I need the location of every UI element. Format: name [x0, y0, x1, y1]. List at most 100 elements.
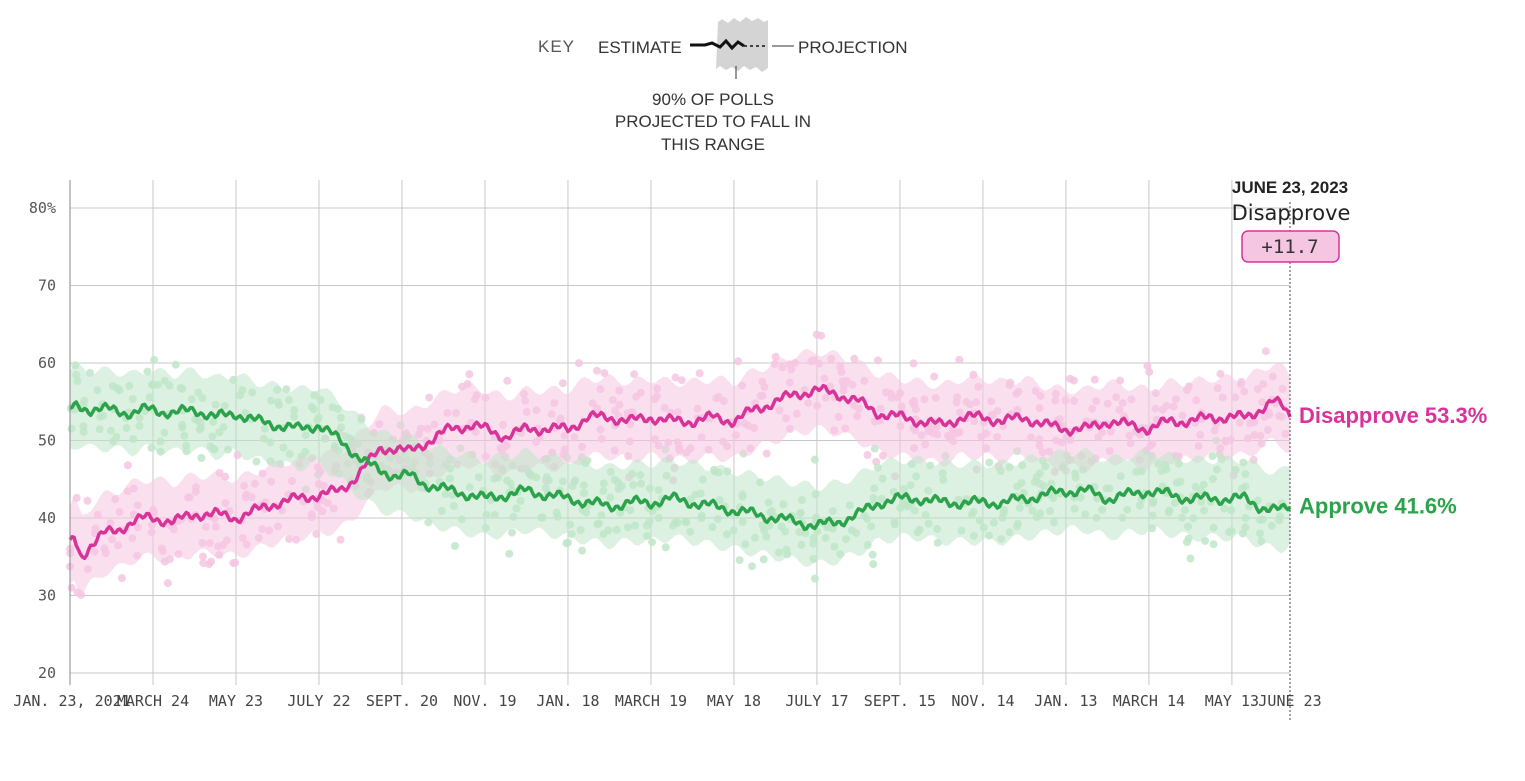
y-tick-label: 40 [38, 509, 56, 527]
approve-poll-dot [1186, 554, 1195, 563]
x-tick-label: MARCH 19 [615, 692, 687, 710]
approve-poll-dot [985, 458, 994, 467]
disapprove-poll-dot [695, 369, 704, 378]
approve-estimate-line [69, 400, 1292, 532]
y-tick-label: 30 [38, 587, 56, 605]
x-tick-label: JAN. 18 [536, 692, 599, 710]
disapprove-poll-dot [762, 449, 771, 458]
disapprove-poll-dot [593, 366, 601, 375]
disapprove-end-label: Disapprove 53.3% [1299, 403, 1487, 428]
approve-poll-dot [748, 562, 756, 571]
disapprove-poll-dot [199, 559, 208, 568]
approve-poll-dot [1209, 540, 1218, 549]
x-tick-label: SEPT. 15 [864, 692, 936, 710]
key-title: KEY [538, 37, 575, 56]
disapprove-poll-dot [558, 379, 567, 388]
disapprove-poll-dot [955, 355, 964, 364]
x-tick-label: MARCH 14 [1113, 692, 1185, 710]
x-tick-label: JULY 22 [287, 692, 350, 710]
hover-leader: Disapprove [1232, 201, 1351, 225]
approve-poll-dot [868, 550, 877, 559]
disapprove-poll-dot [574, 359, 583, 368]
approve-poll-dot [197, 454, 206, 462]
approve-poll-dot [661, 543, 670, 552]
hover-date: JUNE 23, 2023 [1232, 178, 1348, 197]
disapprove-poll-dot [336, 535, 345, 544]
disapprove-poll-dot [874, 356, 882, 365]
x-tick-label: NOV. 14 [951, 692, 1014, 710]
disapprove-poll-dot [734, 357, 743, 366]
approve-poll-dot [252, 457, 261, 466]
hover-margin: +11.7 [1261, 236, 1318, 258]
disapprove-poll-dot [1066, 374, 1075, 383]
approve-poll-dot [505, 549, 514, 558]
disapprove-poll-dot [600, 369, 609, 378]
approve-poll-dot [1208, 452, 1217, 460]
y-tick-label: 20 [38, 664, 56, 682]
y-tick-label: 80% [29, 199, 56, 217]
disapprove-poll-dot [863, 451, 872, 459]
x-tick-label: MARCH 24 [117, 692, 189, 710]
approve-poll-dot [562, 539, 571, 548]
approve-poll-dot [171, 360, 180, 369]
y-tick-label: 60 [38, 354, 56, 372]
disapprove-poll-dot [930, 372, 939, 381]
disapprove-poll-dot [83, 496, 92, 505]
approve-poll-dot [143, 367, 152, 376]
disapprove-poll-dot [630, 370, 639, 379]
x-tick-label: SEPT. 20 [366, 692, 438, 710]
approve-poll-dot [150, 355, 159, 364]
disapprove-poll-dot [1090, 375, 1099, 384]
disapprove-poll-dot [1143, 361, 1152, 370]
key-range-note-line-1: 90% OF POLLS [652, 90, 774, 109]
disapprove-poll-dot [1145, 367, 1154, 376]
key-range-note-line-3: THIS RANGE [661, 135, 765, 154]
uncertainty-bands [70, 349, 1290, 596]
x-tick-label: MAY 13 [1205, 692, 1259, 710]
disapprove-poll-dot [671, 373, 680, 382]
disapprove-poll-dot [229, 559, 238, 568]
disapprove-poll-dot [503, 376, 512, 385]
x-tick-label: JAN. 23, 2021 [13, 692, 130, 710]
approve-poll-dot [735, 556, 744, 565]
approve-range-band [70, 362, 1290, 567]
disapprove-poll-dot [812, 330, 821, 339]
approve-poll-dot [1183, 538, 1191, 546]
key-estimate-label: ESTIMATE [598, 38, 682, 57]
approve-poll-dot [810, 574, 819, 583]
x-tick-label: JAN. 13 [1034, 692, 1097, 710]
approve-poll-dot [508, 528, 516, 537]
x-tick-label: MAY 23 [209, 692, 263, 710]
disapprove-poll-dot [285, 535, 293, 543]
y-tick-label: 50 [38, 432, 56, 450]
approve-poll-dot [759, 555, 768, 564]
key-estimate-line-icon [690, 38, 745, 51]
disapprove-poll-dot [465, 370, 474, 379]
y-tick-label: 70 [38, 277, 56, 295]
disapprove-poll-dot [207, 557, 216, 566]
disapprove-estimate-line [68, 383, 1292, 561]
key-range-note-line-2: PROJECTED TO FALL IN [615, 112, 811, 131]
x-tick-label: JUNE 23 [1258, 692, 1321, 710]
disapprove-poll-dot [1261, 347, 1270, 356]
hover-readout: JUNE 23, 2023 Disapprove +11.7 [1232, 178, 1351, 722]
approve-poll-dot [869, 560, 878, 569]
series-lines [68, 383, 1292, 561]
disapprove-poll-dot [850, 354, 859, 363]
approve-poll-dot [810, 455, 819, 464]
disapprove-poll-dot [123, 461, 132, 470]
disapprove-poll-dot [163, 579, 172, 588]
approve-poll-dot [451, 542, 459, 550]
disapprove-poll-dot [312, 529, 321, 538]
x-tick-label: MAY 18 [707, 692, 761, 710]
disapprove-poll-dot [677, 376, 686, 385]
disapprove-poll-dot [117, 574, 126, 583]
disapprove-poll-dot [909, 359, 918, 368]
key-projection-label: PROJECTION [798, 38, 908, 57]
key: KEY ESTIMATE PROJECTION 90% OF POLLS PRO… [538, 17, 908, 154]
x-tick-label: JULY 17 [785, 692, 848, 710]
approve-poll-dot [578, 546, 587, 555]
x-tick-label: NOV. 19 [453, 692, 516, 710]
